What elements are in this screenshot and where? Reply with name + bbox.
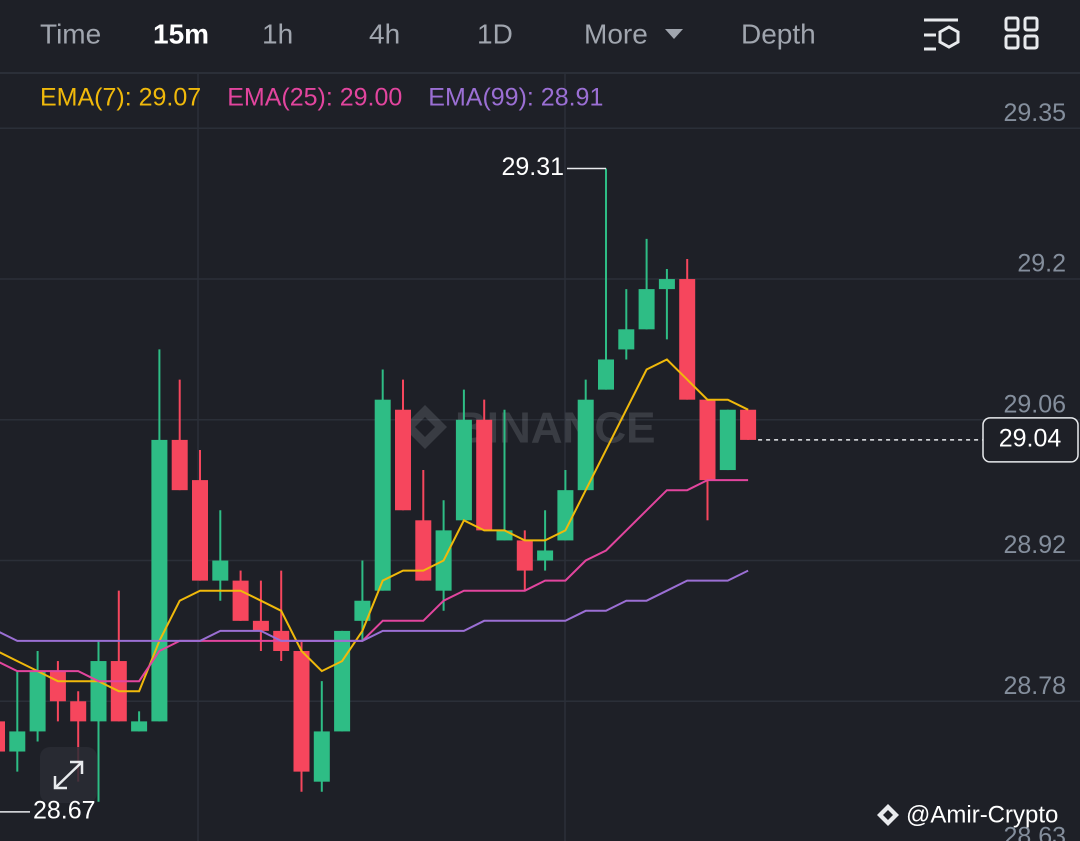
- toolbar: Time 15m 1h 4h 1D More Depth: [40, 18, 816, 49]
- toolbar-tab[interactable]: 1h: [262, 18, 293, 49]
- candle-body: [577, 399, 594, 491]
- candle-body: [192, 480, 208, 581]
- candle-body: [131, 721, 148, 732]
- y-tick-label: 28.63: [1003, 823, 1066, 841]
- candle-body: [0, 721, 5, 752]
- y-tick-label: 28.92: [1003, 531, 1066, 559]
- y-tick-label: 28.78: [1003, 672, 1066, 700]
- candle-body: [476, 419, 493, 531]
- icon-stroke: [1023, 34, 1039, 50]
- candle-body: [516, 540, 533, 571]
- candle-body: [374, 399, 391, 591]
- expand-button[interactable]: [40, 747, 97, 803]
- expand-icon: [53, 760, 84, 790]
- y-tick-label: 29.2: [1017, 250, 1066, 278]
- candle-body: [537, 550, 554, 561]
- dropdown-arrow: [665, 29, 683, 39]
- candle-body: [293, 651, 310, 772]
- ema-line: [0, 569, 749, 642]
- layout-icon[interactable]: [1004, 16, 1039, 50]
- candle-body: [252, 620, 269, 631]
- candle-body: [598, 359, 614, 390]
- candle-body: [354, 600, 371, 621]
- candle-body: [29, 671, 46, 732]
- watermark-logo: [403, 405, 447, 449]
- credit: @Amir-Crypto: [877, 801, 1058, 828]
- toolbar-tab[interactable]: 1D: [477, 18, 513, 49]
- toolbar-tab[interactable]: More: [584, 18, 648, 49]
- last-price-label: 29.04: [999, 425, 1062, 453]
- candle-body: [171, 439, 188, 491]
- icon-stroke: [1004, 34, 1020, 50]
- candle-body: [232, 580, 249, 621]
- candle-body: [699, 399, 716, 481]
- icon-stroke: [1023, 16, 1039, 32]
- toolbar-tab[interactable]: 15m: [153, 18, 209, 49]
- candle-body: [151, 439, 168, 722]
- toolbar-tab[interactable]: Depth: [741, 18, 816, 49]
- legend-entry: EMA(99): 28.91: [428, 84, 603, 112]
- legend-entry: EMA(25): 29.00: [227, 84, 402, 112]
- candle-body: [455, 419, 472, 521]
- candle-body: [658, 279, 675, 290]
- candle-body: [90, 661, 107, 722]
- candle-body: [70, 701, 87, 722]
- icon-stroke: [1004, 16, 1020, 32]
- candle-body: [618, 329, 635, 350]
- low-marker-label: 28.67: [33, 796, 96, 824]
- candle-body: [212, 560, 229, 581]
- credit-logo: [877, 804, 899, 826]
- candle-body: [719, 409, 736, 471]
- candle-body: [679, 279, 696, 400]
- last-price-box: [982, 417, 1079, 463]
- toolbar-tab[interactable]: 4h: [369, 18, 400, 49]
- toolbar-tab[interactable]: Time: [40, 18, 101, 49]
- y-tick-label: 29.35: [1003, 99, 1066, 127]
- icon-stroke: [938, 25, 960, 49]
- candle-body: [395, 409, 411, 511]
- high-marker-label: 29.31: [501, 153, 564, 181]
- credit-text: @Amir-Crypto: [906, 801, 1058, 828]
- candle-body: [740, 409, 757, 440]
- candle-body: [557, 490, 574, 541]
- settings-icon[interactable]: [924, 18, 960, 51]
- candle-body: [49, 671, 66, 702]
- candle-body: [334, 630, 351, 732]
- candle-body: [313, 731, 330, 782]
- ema-line: [0, 479, 749, 683]
- candle-body: [9, 731, 26, 752]
- ema-line: [0, 358, 749, 693]
- candle-body: [496, 530, 513, 541]
- candle-body: [638, 289, 655, 330]
- legend-entry: EMA(7): 29.07: [40, 84, 201, 112]
- candle-body: [415, 520, 432, 581]
- y-tick-label: 29.06: [1003, 390, 1066, 418]
